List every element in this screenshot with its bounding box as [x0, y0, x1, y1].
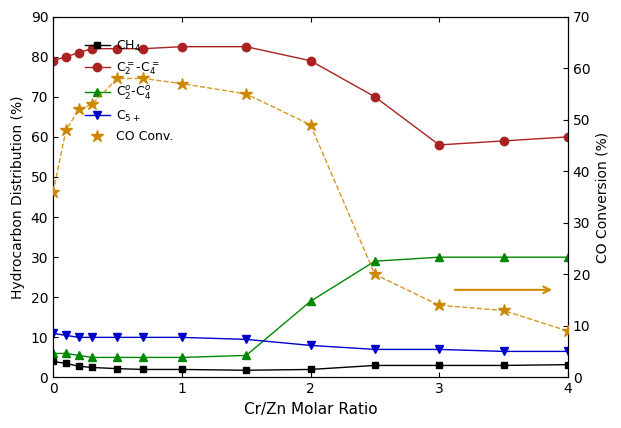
CH$_4$	[114, 366, 121, 371]
CO Conv.	[371, 272, 379, 277]
C$_2^=$-C$_4^=$	[50, 58, 57, 63]
C$_2^o$-C$_4^o$	[88, 355, 96, 360]
Y-axis label: CO Conversion (%): CO Conversion (%)	[596, 131, 610, 263]
CO Conv.	[435, 303, 443, 308]
Line: CH$_4$: CH$_4$	[50, 358, 571, 374]
CO Conv.	[50, 189, 57, 194]
C$_{5+}$	[62, 333, 70, 338]
C$_{5+}$	[307, 343, 314, 348]
C$_{5+}$	[435, 347, 443, 352]
CO Conv.	[140, 76, 147, 81]
C$_{5+}$	[178, 335, 186, 340]
C$_2^o$-C$_4^o$	[242, 353, 250, 358]
Legend: CH$_4$, C$_2^=$-C$_4^=$, C$_2^o$-C$_4^o$, C$_{5+}$, CO Conv.: CH$_4$, C$_2^=$-C$_4^=$, C$_2^o$-C$_4^o$…	[80, 34, 178, 149]
C$_2^o$-C$_4^o$	[178, 355, 186, 360]
C$_{5+}$	[500, 349, 507, 354]
C$_{5+}$	[242, 337, 250, 342]
CO Conv.	[500, 308, 507, 313]
C$_2^o$-C$_4^o$	[140, 355, 147, 360]
C$_{5+}$	[564, 349, 571, 354]
CH$_4$	[500, 363, 507, 368]
C$_2^=$-C$_4^=$	[500, 138, 507, 143]
C$_{5+}$	[371, 347, 379, 352]
CH$_4$	[242, 368, 250, 373]
C$_2^=$-C$_4^=$	[371, 94, 379, 99]
CO Conv.	[75, 107, 83, 112]
C$_2^=$-C$_4^=$	[88, 46, 96, 51]
C$_2^=$-C$_4^=$	[564, 134, 571, 140]
C$_2^o$-C$_4^o$	[50, 351, 57, 356]
C$_2^=$-C$_4^=$	[114, 46, 121, 51]
X-axis label: Cr/Zn Molar Ratio: Cr/Zn Molar Ratio	[243, 402, 378, 417]
CH$_4$	[371, 363, 379, 368]
C$_2^o$-C$_4^o$	[564, 255, 571, 260]
C$_2^o$-C$_4^o$	[307, 299, 314, 304]
CH$_4$	[140, 367, 147, 372]
CH$_4$	[50, 359, 57, 364]
CO Conv.	[114, 76, 121, 81]
Line: CO Conv.: CO Conv.	[47, 72, 574, 337]
C$_2^=$-C$_4^=$	[435, 143, 443, 148]
C$_{5+}$	[75, 335, 83, 340]
C$_2^o$-C$_4^o$	[62, 351, 70, 356]
CO Conv.	[62, 128, 70, 133]
C$_2^=$-C$_4^=$	[75, 50, 83, 55]
CO Conv.	[564, 329, 571, 334]
CH$_4$	[178, 367, 186, 372]
CO Conv.	[242, 91, 250, 96]
C$_2^o$-C$_4^o$	[500, 255, 507, 260]
C$_2^=$-C$_4^=$	[62, 54, 70, 59]
C$_2^o$-C$_4^o$	[114, 355, 121, 360]
C$_2^=$-C$_4^=$	[178, 44, 186, 49]
C$_{5+}$	[114, 335, 121, 340]
C$_2^o$-C$_4^o$	[75, 353, 83, 358]
CH$_4$	[435, 363, 443, 368]
Line: C$_2^=$-C$_4^=$: C$_2^=$-C$_4^=$	[49, 42, 572, 149]
CH$_4$	[88, 365, 96, 370]
CH$_4$	[564, 362, 571, 367]
C$_2^=$-C$_4^=$	[242, 44, 250, 49]
C$_2^=$-C$_4^=$	[140, 46, 147, 51]
Line: C$_{5+}$: C$_{5+}$	[49, 329, 572, 356]
CH$_4$	[62, 361, 70, 366]
CO Conv.	[178, 81, 186, 86]
CH$_4$	[307, 367, 314, 372]
C$_2^=$-C$_4^=$	[307, 58, 314, 63]
Y-axis label: Hydrocarbon Distribution (%): Hydrocarbon Distribution (%)	[11, 95, 25, 299]
C$_{5+}$	[88, 335, 96, 340]
C$_2^o$-C$_4^o$	[435, 255, 443, 260]
C$_{5+}$	[140, 335, 147, 340]
CH$_4$	[75, 364, 83, 369]
CO Conv.	[307, 122, 314, 128]
Line: C$_2^o$-C$_4^o$: C$_2^o$-C$_4^o$	[49, 253, 572, 362]
C$_2^o$-C$_4^o$	[371, 259, 379, 264]
C$_{5+}$	[50, 331, 57, 336]
CO Conv.	[88, 102, 96, 107]
